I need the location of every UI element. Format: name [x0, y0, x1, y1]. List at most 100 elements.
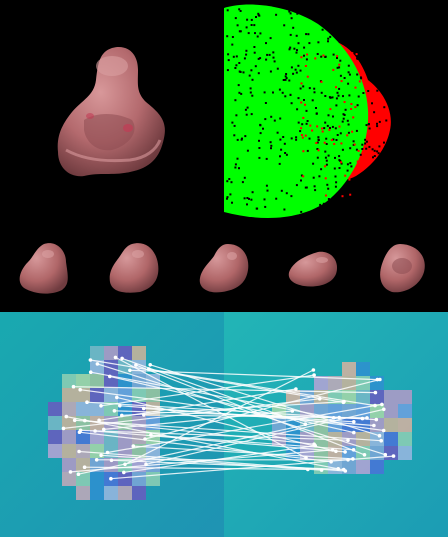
cloud-red-dot: [309, 125, 311, 127]
cloud-gap-dot: [340, 132, 342, 134]
cloud-gap-dot: [332, 29, 334, 31]
cloud-gap-dot: [265, 42, 267, 44]
cloud-gap-dot: [259, 124, 261, 126]
cloud-gap-dot: [235, 17, 237, 19]
cloud-red-dot: [324, 165, 326, 167]
cloud-gap-dot: [258, 15, 260, 17]
cloud-gap-dot: [306, 110, 308, 112]
cloud-red-dot: [302, 137, 304, 139]
cloud-gap-dot: [242, 181, 244, 183]
cloud-red-dot: [324, 142, 326, 144]
cloud-gap-dot: [284, 152, 286, 154]
cloud-gap-dot: [348, 208, 350, 210]
cloud-gap-dot: [366, 32, 368, 34]
cloud-gap-dot: [317, 136, 319, 138]
cloud-gap-dot: [356, 57, 358, 59]
cloud-gap-dot: [275, 198, 277, 200]
cloud-red-dot: [340, 161, 342, 163]
pixel-tile: [384, 446, 398, 460]
cloud-gap-dot: [367, 185, 369, 187]
cloud-gap-dot: [309, 138, 311, 140]
cloud-gap-dot: [253, 46, 255, 48]
pixel-tile: [398, 446, 412, 460]
cloud-gap-dot: [326, 160, 328, 162]
match-point: [343, 450, 347, 454]
cloud-red-dot: [344, 175, 346, 177]
cloud-gap-dot: [313, 177, 315, 179]
match-point: [320, 468, 324, 472]
cloud-gap-dot: [383, 106, 385, 108]
pixel-tile: [384, 390, 398, 404]
cloud-red-dot: [302, 175, 304, 177]
cloud-gap-dot: [270, 147, 272, 149]
cloud-red-dot: [300, 56, 302, 58]
cloud-gap-dot: [338, 155, 340, 157]
cloud-gap-dot: [231, 44, 233, 46]
thumbnail-highlight: [132, 250, 144, 258]
cloud-gap-dot: [290, 34, 292, 36]
cloud-gap-dot: [348, 94, 350, 96]
cloud-gap-dot: [243, 71, 245, 73]
cloud-gap-dot: [237, 24, 239, 26]
match-point: [352, 420, 356, 424]
cloud-gap-dot: [249, 75, 251, 77]
cloud-gap-dot: [376, 20, 378, 22]
cloud-gap-dot: [372, 148, 374, 150]
cloud-gap-dot: [247, 150, 249, 152]
cloud-gap-dot: [340, 75, 342, 77]
cloud-gap-dot: [348, 132, 350, 134]
cloud-gap-dot: [385, 95, 387, 97]
cloud-gap-dot: [381, 68, 383, 70]
cloud-red-dot: [306, 54, 308, 56]
cloud-gap-dot: [379, 23, 381, 25]
cloud-gap-dot: [290, 94, 292, 96]
cloud-gap-dot: [266, 54, 268, 56]
cloud-gap-dot: [324, 207, 326, 209]
cloud-gap-dot: [360, 154, 362, 156]
cloud-gap-dot: [250, 87, 252, 89]
cloud-gap-dot: [337, 134, 339, 136]
cloud-gap-dot: [300, 180, 302, 182]
cloud-red-dot: [332, 69, 334, 71]
cloud-gap-dot: [272, 92, 274, 94]
cloud-gap-dot: [227, 53, 229, 55]
cloud-gap-dot: [258, 157, 260, 159]
cloud-gap-dot: [317, 41, 319, 43]
cloud-gap-dot: [303, 99, 305, 101]
cloud-gap-dot: [274, 60, 276, 62]
cloud-red-dot: [355, 87, 357, 89]
cloud-gap-dot: [240, 93, 242, 95]
cloud-gap-dot: [335, 186, 337, 188]
cloud-gap-dot: [291, 17, 293, 19]
cloud-gap-dot: [277, 132, 279, 134]
pixel-tile: [90, 346, 104, 360]
cloud-gap-dot: [251, 95, 253, 97]
match-point: [147, 367, 151, 371]
cloud-gap-dot: [266, 185, 268, 187]
cloud-gap-dot: [332, 116, 334, 118]
cloud-gap-dot: [280, 149, 282, 151]
match-point: [378, 378, 382, 382]
match-point: [384, 453, 388, 457]
cloud-gap-dot: [306, 15, 308, 17]
cloud-gap-dot: [338, 19, 340, 21]
cloud-gap-dot: [358, 197, 360, 199]
cloud-gap-dot: [354, 177, 356, 179]
pixel-tile: [398, 404, 412, 418]
cloud-gap-dot: [291, 137, 293, 139]
match-point: [120, 414, 124, 418]
cloud-gap-dot: [277, 68, 279, 70]
cloud-red-dot: [357, 161, 359, 163]
cloud-gap-dot: [327, 188, 329, 190]
cloud-gap-dot: [237, 158, 239, 160]
cloud-gap-dot: [260, 132, 262, 134]
cloud-gap-dot: [226, 180, 228, 182]
cloud-gap-dot: [373, 111, 375, 113]
cloud-red-dot: [316, 125, 318, 127]
cloud-gap-dot: [345, 109, 347, 111]
cloud-gap-dot: [320, 56, 322, 58]
cloud-gap-dot: [379, 13, 381, 15]
cloud-gap-dot: [298, 42, 300, 44]
pixel-tile: [132, 486, 146, 500]
